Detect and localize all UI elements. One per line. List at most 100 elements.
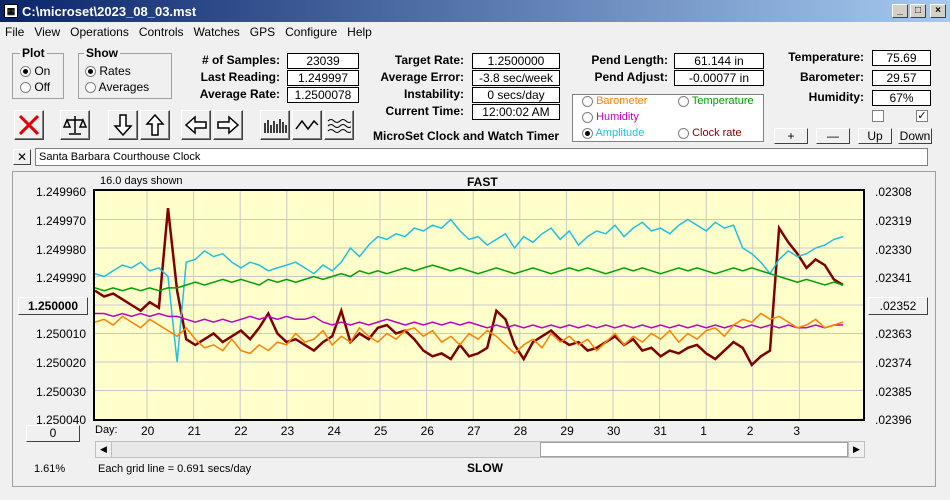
radio-selected-icon	[20, 66, 31, 78]
series-barometer-option[interactable]: Barometer	[582, 95, 647, 107]
day-tick-label: 31	[653, 424, 667, 438]
series-temperature-option[interactable]: Temperature	[678, 95, 754, 107]
plot-off-radio[interactable]: Off	[20, 80, 50, 94]
pend-length-value[interactable]: 61.144 in	[674, 53, 764, 69]
stop-button[interactable]	[14, 110, 44, 140]
days-shown-label: 16.0 days shown	[100, 175, 183, 187]
radio-icon	[678, 95, 689, 107]
menu-controls[interactable]: Controls	[138, 25, 184, 39]
day-axis-label: Day:	[95, 424, 118, 436]
percent-label: 1.61%	[34, 463, 66, 475]
left-tick: 1.249960	[35, 185, 86, 199]
series-line-humidity	[95, 312, 843, 329]
left-tick: 1.250010	[35, 327, 86, 341]
left-tick: 1.250020	[35, 356, 86, 370]
scroll-left-icon[interactable]: ◀	[96, 442, 112, 457]
plot-off-label: Off	[34, 80, 51, 94]
right-tick: .02385	[875, 385, 912, 399]
red-x-icon	[18, 114, 40, 136]
left-tick: 1.249990	[35, 271, 86, 285]
menu-bar: File View Operations Controls Watches GP…	[0, 22, 950, 42]
right-tick: .02308	[875, 185, 912, 199]
right-arrow-button[interactable]	[213, 110, 243, 140]
series-amplitude-option[interactable]: Amplitude	[582, 127, 644, 139]
plot-on-label: On	[34, 64, 51, 78]
series-humidity-label: Humidity	[596, 111, 639, 123]
wave-button[interactable]	[292, 110, 322, 140]
series-clockrate-option[interactable]: Clock rate	[678, 127, 742, 139]
ripple-icon	[327, 119, 351, 133]
clock-name-field[interactable]: Santa Barbara Courthouse Clock	[35, 148, 928, 166]
show-group	[78, 53, 172, 99]
menu-gps[interactable]: GPS	[249, 25, 276, 39]
show-averages-radio[interactable]: Averages	[85, 80, 149, 94]
show-group-label: Show	[84, 46, 120, 60]
scales-icon	[62, 116, 88, 135]
histogram-button[interactable]	[260, 110, 290, 140]
average-error-label: Average Error:	[380, 70, 464, 84]
series-line-temperature	[95, 264, 844, 292]
menu-file[interactable]: File	[5, 25, 25, 39]
show-rates-radio[interactable]: Rates	[85, 64, 131, 78]
scroll-down-button[interactable]: Down	[898, 128, 932, 144]
arrow-down-icon	[113, 114, 133, 137]
slow-label: SLOW	[467, 461, 503, 475]
ripple-button[interactable]	[324, 110, 354, 140]
offset-button[interactable]: 0	[26, 425, 80, 442]
average-error-value: -3.8 sec/week	[472, 70, 560, 86]
checked-checkbox[interactable]: ✓	[916, 110, 928, 122]
right-tick: .02363	[875, 327, 912, 341]
scroll-right-icon[interactable]: ▶	[848, 442, 864, 457]
minimize-button[interactable]: _	[892, 4, 908, 18]
up-arrow-button[interactable]	[140, 110, 170, 140]
right-tick: .02330	[875, 243, 912, 257]
grid-note: Each grid line = 0.691 secs/day	[98, 463, 252, 475]
down-arrow-button[interactable]	[108, 110, 138, 140]
menu-operations[interactable]: Operations	[70, 25, 129, 39]
menu-configure[interactable]: Configure	[285, 25, 338, 39]
zoom-in-button[interactable]: +	[774, 128, 808, 144]
bars-icon	[264, 119, 287, 133]
line-graph-icon	[295, 119, 319, 131]
menu-watches[interactable]: Watches	[193, 25, 240, 39]
horizontal-scrollbar[interactable]: ◀ ▶	[95, 441, 865, 458]
menu-view[interactable]: View	[34, 25, 61, 39]
left-tick: 1.250030	[35, 385, 86, 399]
day-tick-label: 2	[746, 424, 754, 438]
humidity-label: Humidity:	[808, 90, 864, 104]
series-line-clock-rate	[95, 207, 844, 367]
clear-button[interactable]: ✕	[13, 149, 31, 165]
left-tick: 1.250040	[35, 413, 86, 427]
center-value-button[interactable]: 1.250000	[18, 297, 88, 315]
radio-icon	[582, 95, 593, 107]
title-bar: ▦ C:\microset\2023_08_03.mst _ □ ×	[0, 0, 950, 22]
day-tick-label: 20	[141, 424, 155, 438]
balance-button[interactable]	[60, 110, 90, 140]
day-tick-label: 24	[327, 424, 341, 438]
menu-help[interactable]: Help	[347, 25, 372, 39]
show-averages-label: Averages	[98, 80, 150, 94]
close-window-button[interactable]: ×	[930, 4, 946, 18]
day-tick-label: 21	[187, 424, 201, 438]
target-rate-value[interactable]: 1.2500000	[472, 53, 560, 69]
pend-adjust-label: Pend Adjust:	[594, 70, 668, 84]
app-icon: ▦	[4, 4, 18, 18]
day-tick-label: 27	[467, 424, 481, 438]
last-reading-label: Last Reading:	[200, 70, 280, 84]
current-time-value: 12:00:02 AM	[472, 104, 560, 120]
scrollbar-thumb[interactable]	[540, 442, 848, 457]
plot-on-radio[interactable]: On	[20, 64, 50, 78]
day-tick-label: 29	[560, 424, 574, 438]
zoom-out-button[interactable]: —	[816, 128, 850, 144]
left-arrow-button[interactable]	[181, 110, 211, 140]
day-tick-label: 1	[700, 424, 707, 438]
radio-icon	[20, 82, 31, 94]
scroll-up-button[interactable]: Up	[858, 128, 892, 144]
maximize-button[interactable]: □	[910, 4, 926, 18]
radio-icon	[85, 82, 96, 94]
series-humidity-option[interactable]: Humidity	[582, 111, 639, 123]
left-tick: 1.249970	[35, 214, 86, 228]
unchecked-checkbox[interactable]	[872, 110, 884, 122]
day-tick-label: 28	[513, 424, 528, 438]
right-center-button[interactable]: .02352	[868, 297, 928, 315]
